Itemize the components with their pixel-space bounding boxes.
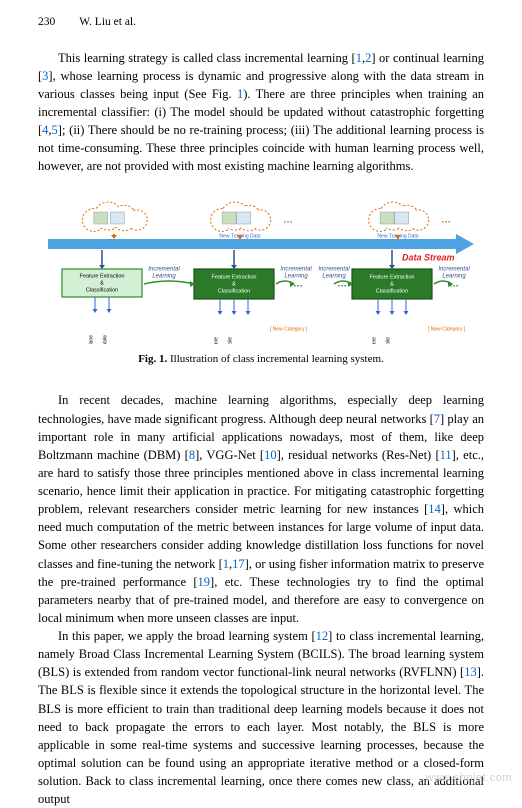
svg-text:automobile: automobile (227, 336, 233, 343)
svg-text:Incremental: Incremental (438, 266, 470, 272)
citation-link[interactable]: 5 (52, 123, 58, 137)
svg-text:airplane: airplane (88, 334, 94, 343)
svg-text:[ New Category ]: [ New Category ] (270, 326, 308, 332)
svg-text:automobile: automobile (385, 336, 391, 343)
svg-text:Classification: Classification (376, 288, 408, 294)
svg-text:&: & (232, 281, 236, 287)
citation-link[interactable]: 11 (440, 448, 452, 462)
figure-1-caption: Fig. 1. Illustration of class incrementa… (38, 352, 484, 368)
paragraph-1: This learning strategy is called class i… (38, 49, 484, 176)
figure-1-diagram: Data StreamNew Training DataNew Training… (38, 194, 484, 344)
svg-text:Classification: Classification (218, 288, 250, 294)
svg-text:Learning: Learning (152, 273, 176, 279)
paragraph-2: In recent decades, machine learning algo… (38, 391, 484, 627)
citation-link[interactable]: 1 (223, 557, 229, 571)
author-block: W. Liu et al. (79, 14, 136, 31)
svg-text:Feature Extraction: Feature Extraction (80, 273, 125, 279)
citation-link[interactable]: 17 (232, 557, 245, 571)
page-header: 230 W. Liu et al. (38, 14, 484, 31)
svg-text:…: … (283, 214, 293, 225)
svg-text:[ New Category ]: [ New Category ] (428, 326, 466, 332)
svg-text:Incremental: Incremental (318, 266, 350, 272)
citation-link[interactable]: 1 (356, 51, 362, 65)
svg-text:automobile: automobile (102, 334, 108, 343)
citation-link[interactable]: 4 (42, 123, 48, 137)
svg-text:Feature Extraction: Feature Extraction (370, 274, 415, 280)
citation-link[interactable]: 2 (365, 51, 371, 65)
svg-text:Feature Extraction: Feature Extraction (212, 274, 257, 280)
svg-text:…: … (441, 214, 451, 225)
svg-text:Learning: Learning (442, 273, 466, 279)
page-number: 230 (38, 14, 55, 31)
svg-text:&: & (100, 280, 104, 286)
svg-text:Learning: Learning (322, 273, 346, 279)
figure-caption-text: Illustration of class incremental learni… (170, 353, 384, 365)
svg-text:Classification: Classification (86, 287, 118, 293)
svg-text:Learning: Learning (284, 273, 308, 279)
svg-text:Incremental: Incremental (148, 266, 180, 272)
paragraph-3: In this paper, we apply the broad learni… (38, 627, 484, 808)
citation-link[interactable]: 12 (316, 629, 329, 643)
figure-caption-label: Fig. 1. (138, 353, 167, 365)
citation-link[interactable]: 7 (434, 412, 440, 426)
citation-link[interactable]: 19 (198, 575, 211, 589)
figure-1: Data StreamNew Training DataNew Training… (38, 194, 484, 368)
svg-text:&: & (390, 281, 394, 287)
svg-text:Data Stream: Data Stream (402, 252, 455, 262)
svg-text:airplane: airplane (371, 336, 377, 343)
citation-link[interactable]: 14 (428, 502, 441, 516)
watermark: www.chnjet.com (426, 771, 512, 787)
citation-link[interactable]: 3 (42, 69, 48, 83)
citation-link[interactable]: 8 (189, 448, 195, 462)
svg-text:airplane: airplane (213, 336, 219, 343)
svg-text:Incremental: Incremental (280, 266, 312, 272)
citation-link[interactable]: 13 (464, 665, 477, 679)
citation-link[interactable]: 10 (264, 448, 277, 462)
figure-reference[interactable]: 1 (237, 87, 243, 101)
